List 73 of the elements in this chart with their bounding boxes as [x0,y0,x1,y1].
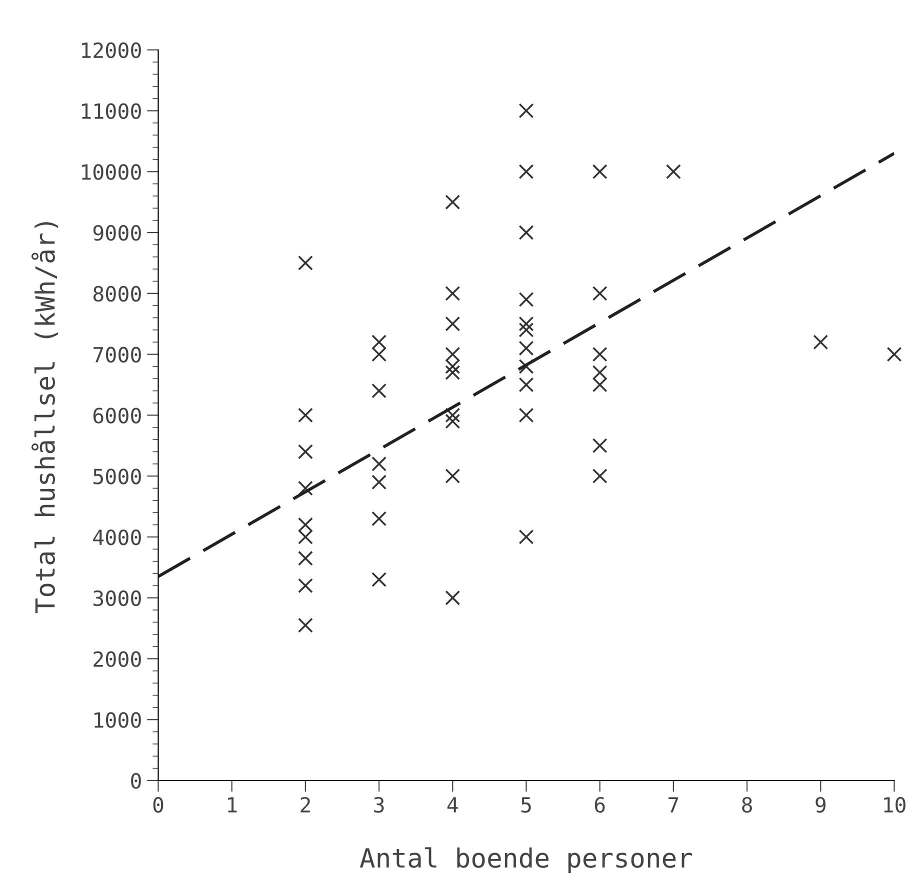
point [518,529,534,544]
point [445,316,460,332]
y-tick-label: 10000 [82,164,141,180]
y-tick-label: 4000 [93,529,141,546]
point [592,365,608,380]
y-tick-label: 7000 [94,346,141,363]
point [592,164,608,180]
point [372,334,387,350]
y-axis-title: Total hushållsel (kWh/år) [31,222,58,614]
point [298,618,313,633]
point [372,346,387,362]
x-tick-label: 6 [594,796,605,813]
y-tick-label: 9000 [93,225,141,241]
x-tick-label: 10 [884,796,906,813]
x-tick-label: 2 [300,796,310,812]
y-tick-label: 5000 [94,468,141,484]
point [445,468,460,484]
point [592,377,608,392]
point [886,346,902,362]
x-tick-label: 5 [521,797,531,813]
x-tick-label: 4 [447,797,458,812]
x-tick-label: 9 [816,796,826,813]
x-tick-label: 0 [153,796,164,813]
point [298,529,313,544]
point [518,103,534,118]
y-tick-label: 2000 [94,651,141,667]
point [518,340,534,356]
point [445,590,460,606]
point [298,517,313,532]
y-tick-label: 1000 [94,712,141,728]
y-tick-label: 3000 [93,590,141,606]
point [518,225,534,240]
point [518,322,534,338]
point [445,358,460,374]
point [518,292,534,307]
point [445,365,460,380]
point [518,164,534,180]
point [372,456,387,472]
point [518,358,534,374]
x-tick-label: 7 [668,797,678,812]
point [298,255,313,270]
point [372,572,387,588]
point [592,286,608,301]
point [298,480,313,496]
point [592,438,608,454]
y-tick-label: 0 [131,773,141,789]
point [298,578,313,594]
y-tick-label: 11000 [82,103,141,120]
point [372,383,387,398]
point [592,346,608,362]
x-tick-label: 1 [228,797,237,812]
point [445,346,460,362]
point [518,316,534,332]
point [518,408,534,423]
point [445,408,460,423]
point [445,194,460,210]
point [518,377,534,392]
y-tick-label: 8000 [93,286,141,302]
point [298,408,313,423]
point [298,444,313,460]
x-axis-title: Antal boende personer [360,847,692,873]
point [445,286,460,301]
point [813,334,828,350]
y-tick-label: 6000 [93,408,141,424]
x-tick-label: 3 [374,796,384,813]
x-tick-label: 8 [742,796,752,813]
point [372,474,387,490]
point [298,550,313,566]
point [592,468,608,484]
y-tick-label: 12000 [82,42,141,58]
point [445,414,460,429]
point [666,164,681,180]
point [372,511,387,526]
